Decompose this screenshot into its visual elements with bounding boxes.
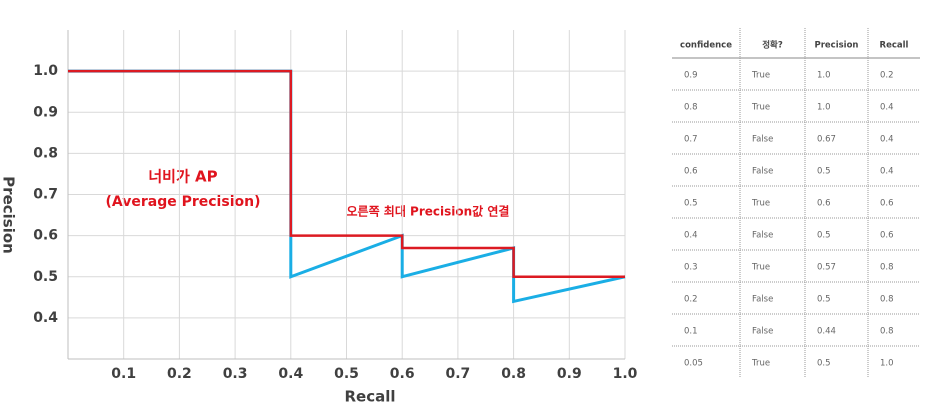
table-cell: 0.57: [817, 263, 836, 273]
y-tick-label: 0.9: [33, 104, 58, 120]
table-cell: 0.3: [684, 263, 698, 273]
table-cell: 0.7: [684, 135, 698, 145]
x-tick-label: 0.6: [390, 366, 415, 382]
annotation: 오른쪽 최대 Precision값 연결: [347, 204, 510, 219]
x-tick-label: 0.9: [557, 366, 582, 382]
table-cell: 0.5: [817, 231, 831, 241]
table-header: 정확?: [762, 40, 783, 51]
table-cell: 0.4: [880, 103, 894, 113]
table-cell: 1.0: [817, 103, 831, 113]
table-cell: 0.6: [817, 199, 831, 209]
x-axis-label: Recall: [344, 388, 395, 406]
table-cell: 0.4: [880, 135, 894, 145]
table-cell: True: [751, 359, 770, 369]
table-cell: 0.6: [684, 167, 698, 177]
annotation: (Average Precision): [106, 194, 261, 210]
table-cell: True: [751, 71, 770, 81]
x-tick-label: 0.2: [167, 366, 192, 382]
table-cell: False: [752, 327, 773, 337]
y-tick-label: 0.8: [33, 145, 58, 161]
table-cell: 0.4: [684, 231, 698, 241]
table-cell: 1.0: [817, 71, 831, 81]
table-cell: 0.2: [880, 71, 894, 81]
y-tick-label: 0.7: [33, 187, 58, 203]
x-tick-label: 0.1: [111, 366, 136, 382]
table-header: confidence: [680, 41, 732, 51]
table-cell: True: [751, 103, 770, 113]
x-tick-label: 0.8: [501, 366, 526, 382]
table-cell: 0.9: [684, 71, 698, 81]
x-tick-label: 0.5: [334, 366, 359, 382]
y-tick-label: 0.4: [33, 310, 58, 326]
table-cell: 0.5: [817, 359, 831, 369]
table-cell: 0.67: [817, 135, 836, 145]
x-tick-label: 1.0: [613, 366, 638, 382]
table-cell: 0.5: [684, 199, 698, 209]
annotation: 너비가 AP: [148, 168, 217, 186]
x-tick-label: 0.4: [278, 366, 303, 382]
table-cell: True: [751, 199, 770, 209]
y-tick-label: 0.6: [33, 228, 58, 244]
table-cell: 0.6: [880, 199, 894, 209]
table-cell: 0.5: [817, 295, 831, 305]
table-cell: False: [752, 295, 773, 305]
table-cell: 1.0: [880, 359, 894, 369]
table-cell: 0.5: [817, 167, 831, 177]
y-axis-label: Precision: [0, 176, 18, 254]
table-header: Precision: [814, 41, 858, 51]
table-cell: False: [752, 167, 773, 177]
table-cell: 0.2: [684, 295, 698, 305]
pr-line: [68, 69, 625, 278]
y-tick-label: 0.5: [33, 269, 58, 285]
table-cell: 0.8: [880, 295, 894, 305]
table-cell: False: [752, 231, 773, 241]
table-header: Recall: [880, 41, 909, 51]
table-cell: 0.44: [817, 327, 836, 337]
y-tick-label: 1.0: [33, 63, 58, 79]
table-cell: 0.8: [880, 327, 894, 337]
table-cell: 0.05: [684, 359, 703, 369]
table-cell: 0.1: [684, 327, 698, 337]
table-cell: 0.8: [684, 103, 698, 113]
x-tick-label: 0.3: [223, 366, 248, 382]
x-tick-label: 0.7: [445, 366, 470, 382]
table-cell: False: [752, 135, 773, 145]
table-cell: 0.6: [880, 231, 894, 241]
table-cell: 0.4: [880, 167, 894, 177]
table-cell: True: [751, 263, 770, 273]
table-cell: 0.8: [880, 263, 894, 273]
